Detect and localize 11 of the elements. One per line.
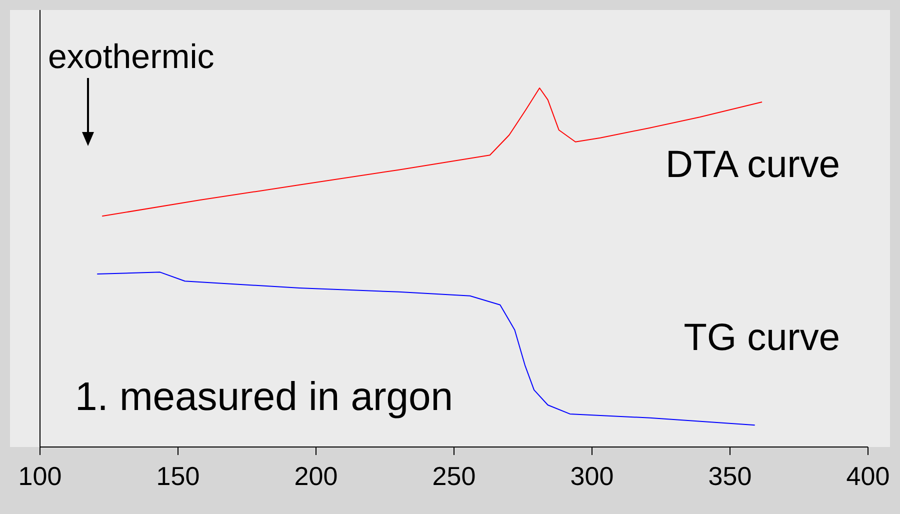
x-tick-label: 250 <box>432 461 476 491</box>
x-tick-label: 350 <box>708 461 752 491</box>
series-label: TG curve <box>684 317 840 360</box>
series-label: DTA curve <box>665 144 840 186</box>
annotation: 1. measured in argon <box>75 375 454 419</box>
text: exothermic <box>48 38 214 76</box>
x-tick-label: 200 <box>294 461 338 491</box>
x-tick-label: 150 <box>156 461 200 491</box>
x-tick-label: 100 <box>18 461 62 491</box>
x-tick-label: 300 <box>570 461 614 491</box>
x-tick-label: 400 <box>846 461 890 491</box>
